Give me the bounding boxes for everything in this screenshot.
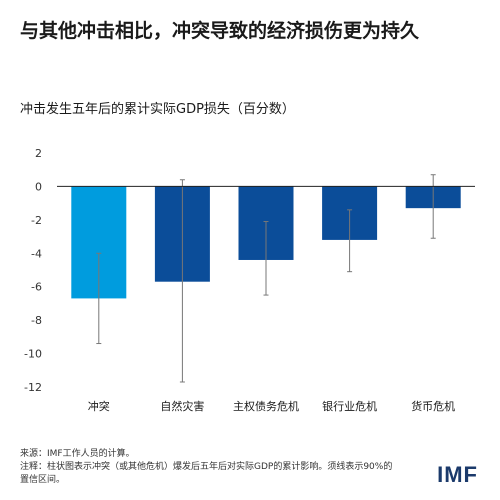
y-tick-label: -10 — [24, 348, 42, 361]
y-tick-label: -4 — [31, 247, 42, 260]
source-note: 来源：IMF工作人员的计算。 — [20, 449, 135, 459]
chart-subtitle: 冲击发生五年后的累计实际GDP损失（百分数） — [20, 102, 295, 117]
y-tick-label: -6 — [31, 281, 42, 294]
x-category-label: 银行业危机 — [322, 399, 377, 413]
y-tick-label: -8 — [31, 314, 42, 327]
x-axis-labels: 冲突 自然灾害 主权债务危机 银行业危机 货币危机 — [88, 399, 455, 413]
imf-logo: IMF — [437, 462, 478, 487]
x-category-label: 自然灾害 — [160, 399, 204, 413]
footnote-line-2: 置信区间。 — [20, 475, 66, 485]
x-category-label: 冲突 — [88, 399, 110, 413]
y-tick-label: -12 — [24, 381, 42, 394]
y-tick-label: 0 — [35, 180, 42, 193]
x-category-label: 主权债务危机 — [233, 399, 299, 413]
chart-title: 与其他冲击相比，冲突导致的经济损伤更为持久 — [20, 20, 420, 42]
footnote-line-1: 注释：柱状图表示冲突（或其他危机）爆发后五年后对实际GDP的累计影响。须线表示9… — [20, 462, 393, 472]
bar-chart: 2 0 -2 -4 -6 -8 -10 -12 冲突 自然灾害 主权债务危机 银行业危机 货币危机 — [24, 147, 475, 413]
y-tick-label: 2 — [35, 147, 42, 160]
y-axis-ticks: 2 0 -2 -4 -6 -8 -10 -12 — [24, 147, 42, 394]
y-tick-label: -2 — [31, 214, 42, 227]
x-category-label: 货币危机 — [411, 399, 455, 413]
confidence-whiskers — [96, 174, 436, 383]
